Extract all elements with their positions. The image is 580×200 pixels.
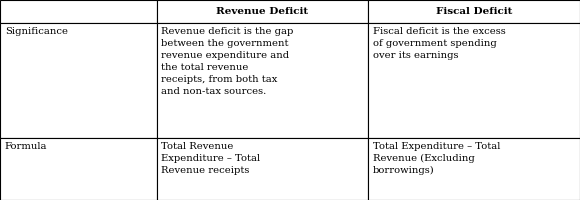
Bar	[0, 23, 157, 138]
Bar	[0, 0, 157, 23]
Text: Revenue Deficit: Revenue Deficit	[216, 7, 309, 16]
Text: Fiscal deficit is the excess
of government spending
over its earnings: Fiscal deficit is the excess of governme…	[373, 27, 506, 60]
Text: Fiscal Deficit: Fiscal Deficit	[436, 7, 512, 16]
Text: Formula: Formula	[5, 142, 47, 151]
Bar	[0, 138, 157, 200]
Text: Total Expenditure – Total
Revenue (Excluding
borrowings): Total Expenditure – Total Revenue (Exclu…	[373, 142, 501, 175]
Bar	[368, 138, 580, 200]
Text: Significance: Significance	[5, 27, 68, 36]
Bar	[368, 0, 580, 23]
Bar	[157, 0, 368, 23]
Bar	[368, 23, 580, 138]
Bar	[157, 23, 368, 138]
Text: Total Revenue
Expenditure – Total
Revenue receipts: Total Revenue Expenditure – Total Revenu…	[161, 142, 260, 175]
Bar	[157, 138, 368, 200]
Text: Revenue deficit is the gap
between the government
revenue expenditure and
the to: Revenue deficit is the gap between the g…	[161, 27, 293, 96]
